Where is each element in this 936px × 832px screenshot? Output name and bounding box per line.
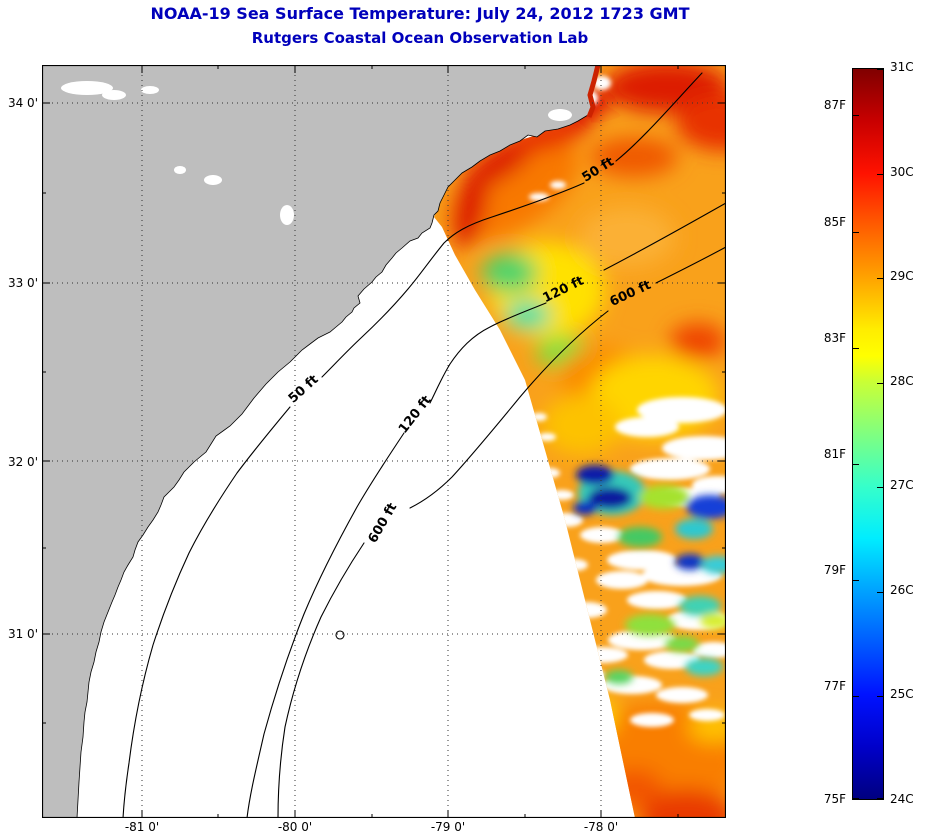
colorbar-fahrenheit-label: 79F xyxy=(823,563,846,577)
y-tick-label: 34 0' xyxy=(7,96,38,110)
colorbar-celsius-label: 29C xyxy=(890,269,914,283)
colorbar-tick xyxy=(877,487,883,488)
colorbar-tick xyxy=(853,232,859,233)
colorbar-tick xyxy=(853,580,859,581)
contour-120ft xyxy=(246,432,405,819)
colorbar-fahrenheit-label: 77F xyxy=(823,679,846,693)
depth-contours xyxy=(122,72,727,819)
y-tick-label: 31 0' xyxy=(7,627,38,641)
colorbar-tick xyxy=(877,798,883,799)
colorbar-celsius-label: 27C xyxy=(890,478,914,492)
sst-map: 50 ft 120 ft 600 ft 50 ft 120 ft 600 ft xyxy=(41,64,727,819)
colorbar-celsius-label: 28C xyxy=(890,374,914,388)
colorbar-tick xyxy=(853,798,859,799)
contour-50ft xyxy=(615,72,703,162)
page-subtitle: Rutgers Coastal Ocean Observation Lab xyxy=(251,29,589,47)
contour-50ft xyxy=(321,182,585,378)
colorbar-tick xyxy=(877,592,883,593)
colorbar-fahrenheit-label: 75F xyxy=(823,792,846,806)
x-tick-label: -79 0' xyxy=(430,820,466,832)
colorbar-celsius-label: 26C xyxy=(890,583,914,597)
y-tick-label: 33 0' xyxy=(7,276,38,290)
colorbar-celsius-label: 31C xyxy=(890,60,914,74)
colorbar-celsius-label: 30C xyxy=(890,165,914,179)
x-tick-label: -80 0' xyxy=(277,820,313,832)
contour-islet xyxy=(335,630,345,640)
river xyxy=(586,64,601,118)
colorbar xyxy=(852,68,884,800)
colorbar-tick xyxy=(877,174,883,175)
colorbar-tick xyxy=(877,69,883,70)
x-tick-label: -78 0' xyxy=(583,820,619,832)
y-tick-label: 32 0' xyxy=(7,455,38,469)
page-title: NOAA-19 Sea Surface Temperature: July 24… xyxy=(150,4,690,23)
colorbar-tick xyxy=(877,278,883,279)
contour-120ft xyxy=(603,202,727,271)
contour-600ft xyxy=(409,310,609,509)
colorbar-tick xyxy=(853,348,859,349)
colorbar-fahrenheit-label: 85F xyxy=(823,215,846,229)
colorbar-tick xyxy=(877,696,883,697)
colorbar-fahrenheit-label: 81F xyxy=(823,447,846,461)
colorbar-tick xyxy=(877,383,883,384)
sst-map-svg: 50 ft 120 ft 600 ft 50 ft 120 ft 600 ft xyxy=(41,64,727,819)
colorbar-tick xyxy=(853,464,859,465)
colorbar-celsius-label: 25C xyxy=(890,687,914,701)
land-mass xyxy=(41,64,599,819)
plot-border xyxy=(41,64,727,819)
colorbar-tick xyxy=(853,696,859,697)
grid-lines xyxy=(42,65,726,818)
colorbar-tick xyxy=(853,115,859,116)
colorbar-celsius-label: 24C xyxy=(890,792,914,806)
contour-120ft xyxy=(429,302,547,404)
contour-600ft xyxy=(655,246,727,284)
contour-600ft xyxy=(277,542,365,819)
colorbar-fahrenheit-label: 87F xyxy=(823,98,846,112)
clouds-over-land xyxy=(61,81,572,225)
x-tick-label: -81 0' xyxy=(124,820,160,832)
contour-50ft xyxy=(122,406,291,819)
colorbar-fahrenheit-label: 83F xyxy=(823,331,846,345)
